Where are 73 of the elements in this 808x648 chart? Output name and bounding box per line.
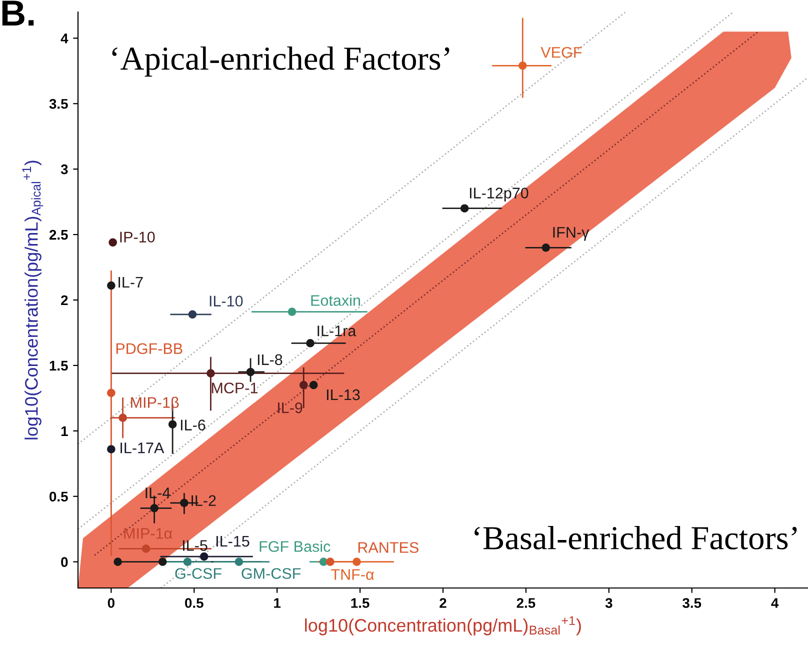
point bbox=[306, 339, 314, 348]
annotation: IL-4 bbox=[146, 488, 170, 498]
y-tick-label: 2.5 bbox=[49, 230, 68, 240]
annotation: GM-CSF bbox=[242, 568, 301, 579]
y-tick-label: 1 bbox=[61, 426, 68, 436]
annotation: ‘Apical-enriched Factors’ bbox=[112, 46, 450, 77]
point bbox=[107, 281, 116, 290]
annotation: ‘Basal-enriched Factors’ bbox=[474, 526, 797, 550]
y-tick-label: 2 bbox=[61, 295, 68, 306]
point bbox=[200, 552, 208, 561]
point bbox=[188, 310, 197, 319]
point bbox=[352, 558, 361, 566]
annotation: IL-2 bbox=[192, 495, 216, 506]
y-tick-label: 4 bbox=[60, 34, 68, 44]
annotation: IL-9 bbox=[278, 402, 302, 414]
annotation: IFN-γ bbox=[553, 227, 590, 241]
annotation: IL-13 bbox=[327, 389, 360, 400]
x-tick-label: 3.5 bbox=[682, 598, 702, 608]
x-tick-label: 1.5 bbox=[351, 598, 370, 608]
point bbox=[150, 504, 158, 512]
annotation: IL-7 bbox=[118, 277, 143, 288]
point bbox=[158, 558, 167, 566]
annotation: FGF Basic bbox=[260, 540, 330, 552]
y-tick-label: 0 bbox=[61, 557, 68, 567]
x-tick-label: 0 bbox=[108, 598, 114, 608]
annotation: MCP-1 bbox=[212, 382, 258, 394]
point bbox=[460, 204, 469, 213]
y-tick-label: 1.5 bbox=[50, 360, 68, 371]
y-axis-title: log10(Concentration(pg/mL)$_{Apical}$$^{+1}$) bbox=[22, 160, 44, 440]
y-tick-label: 3 bbox=[60, 164, 68, 174]
x-tick-label: 2.5 bbox=[516, 598, 536, 608]
annotation: IL-8 bbox=[258, 354, 282, 366]
annotation: IL-17A bbox=[120, 442, 164, 454]
point bbox=[206, 369, 215, 378]
point bbox=[180, 498, 188, 508]
x-axis-title: log10(Concentration(pg/mL)$_{Basal}$$^{+1}$) bbox=[305, 616, 581, 636]
point bbox=[246, 368, 255, 376]
annotation: VEGF bbox=[540, 46, 582, 58]
point bbox=[542, 243, 550, 252]
point bbox=[183, 558, 192, 566]
annotation: MIP-1β bbox=[131, 396, 179, 411]
point bbox=[107, 445, 116, 454]
text: B. bbox=[2, 0, 34, 26]
annotation: IL-15 bbox=[216, 536, 250, 547]
point bbox=[319, 558, 328, 566]
annotation: MIP-1α bbox=[124, 528, 172, 539]
x-tick-label: 0.5 bbox=[185, 598, 204, 608]
y-tick-label: 0.5 bbox=[50, 492, 68, 502]
point bbox=[309, 380, 318, 390]
annotation: IL-6 bbox=[180, 420, 206, 430]
x-tick-label: 2 bbox=[440, 598, 446, 608]
point bbox=[114, 558, 122, 566]
point bbox=[234, 558, 244, 566]
annotation: PDGF-BB bbox=[116, 343, 182, 354]
point bbox=[299, 380, 308, 390]
point bbox=[288, 308, 296, 316]
annotation: G-CSF bbox=[175, 568, 222, 579]
point bbox=[118, 414, 127, 422]
point bbox=[108, 238, 118, 247]
point bbox=[107, 388, 116, 398]
point bbox=[142, 544, 150, 553]
point bbox=[168, 420, 177, 429]
y-tick-label: 3.5 bbox=[49, 98, 68, 109]
x-tick-label: 3 bbox=[605, 598, 612, 608]
point bbox=[518, 62, 527, 70]
annotation: RANTES bbox=[358, 542, 418, 553]
x-tick-label: 1 bbox=[274, 598, 281, 608]
annotation: IL-10 bbox=[210, 296, 243, 306]
annotation: TNF-α bbox=[331, 569, 374, 580]
point bbox=[326, 558, 334, 566]
x-tick-label: 4 bbox=[771, 598, 779, 608]
annotation: IP-10 bbox=[120, 232, 155, 242]
annotation: Eotaxin bbox=[311, 294, 360, 306]
